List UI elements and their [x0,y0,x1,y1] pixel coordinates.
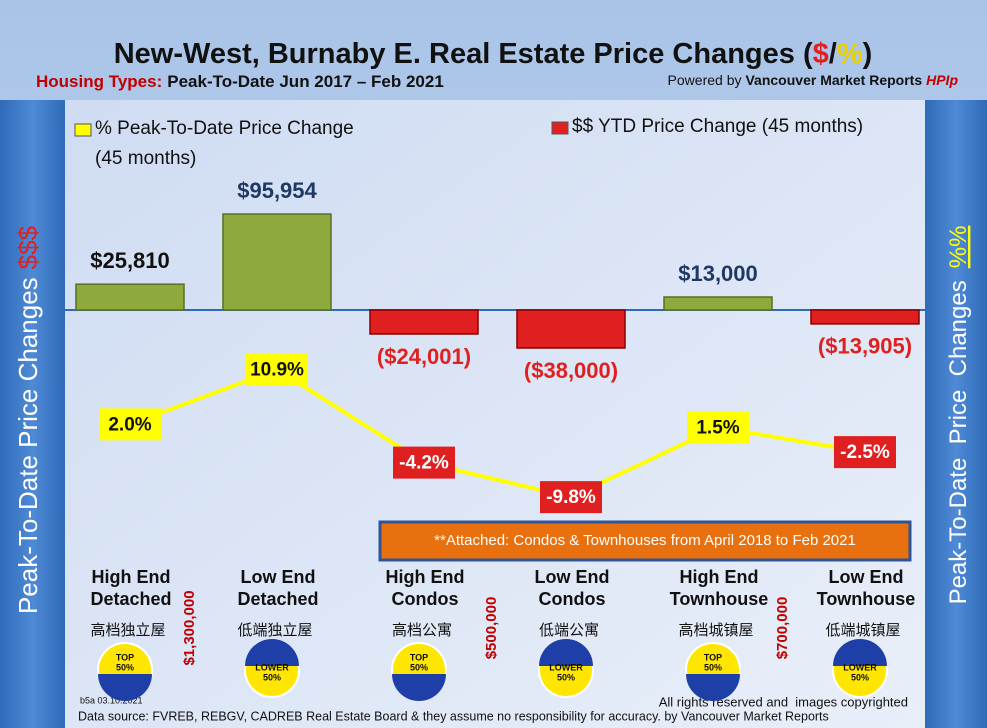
legend-item: % Peak-To-Date Price Change (45 months) [95,118,354,169]
price-threshold: $500,000 [483,597,500,660]
badge-text: LOWER [255,662,289,672]
chinese-label: 高档城镇屋 [678,622,753,639]
chinese-label: 低端独立屋 [237,622,312,639]
plot-area [65,100,925,728]
badge-text: 50% [263,672,281,682]
line-value-label: -4.2% [399,453,449,474]
badge-text: 50% [851,672,869,682]
badge-band [98,674,152,701]
legend-swatch [551,121,569,135]
version: b5a 03.10.2021 [80,695,143,705]
line-value-label: -2.5% [840,442,890,463]
bar [810,309,920,325]
badge-text: TOP [116,652,134,662]
right-axis-label: Peak-To-Date Price Changes%% [945,226,972,605]
bar [222,213,332,311]
chinese-label: 高档公寓 [392,621,452,639]
note: **Attached: Condos & Townhouses from Apr… [434,532,856,549]
badge-text: LOWER [549,662,583,672]
x-tick-label: Condos [392,589,459,609]
legend-item: $$ YTD Price Change (45 months) [572,116,864,137]
right-panel [925,100,987,728]
price-threshold: $700,000 [774,597,791,660]
legend-label: % Peak-To-Date Price Change (45 months) [95,118,354,169]
x-tick-label: Townhouse [817,589,916,609]
legend-swatch [74,123,92,137]
line-label-box [393,446,455,479]
badge-band [539,639,593,666]
x-tick-label: High End [386,567,465,587]
subtitle: Housing Types: Peak-To-Date Jun 2017 – Fe… [36,72,444,91]
price-threshold: $1,300,000 [181,590,198,665]
x-tick-label: Low End [241,567,316,587]
badge-text: 50% [410,662,428,672]
line-value-label: 1.5% [696,417,739,438]
bar-value-label: ($24,001) [377,344,471,369]
x-tick-label: Low End [829,567,904,587]
left-panel [0,100,65,728]
bar [516,309,626,349]
bar [663,296,773,311]
line-value-label: 2.0% [108,414,151,435]
badge-text: TOP [704,652,722,662]
badge-text: 50% [704,662,722,672]
badge-text: 50% [557,672,575,682]
note-box [378,520,912,562]
x-tick-label: Detached [237,589,318,609]
badge-band [686,674,740,701]
badge-band [833,639,887,666]
line-value-label: 10.9% [250,360,304,381]
badge-text: TOP [410,652,428,662]
line-label-box [687,411,749,444]
x-tick-label: Townhouse [670,589,769,609]
bar [369,309,479,335]
line-label-box [99,408,161,441]
source: Data source: FVREB, REBGV, CADREB Real E… [78,709,829,723]
line-value-label: -9.8% [546,487,596,508]
bar-value-label: $25,810 [90,248,170,273]
bar-value-label: ($38,000) [524,358,618,383]
line-label-box [246,353,308,386]
badge-text: 50% [116,662,134,672]
x-tick-label: Low End [535,567,610,587]
line-label-box [834,436,896,469]
x-tick-label: Condos [539,589,606,609]
bar-value-label: $13,000 [678,261,758,286]
powered-by: Powered by Vancouver Market Reports HPIp [668,72,959,88]
badge-band [392,674,446,701]
x-tick-label: High End [680,567,759,587]
x-tick-label: High End [92,567,171,587]
left-axis-label: Peak-To-Date Price Changes$$$ [13,225,43,614]
chinese-label: 低端城镇屋 [825,622,900,639]
badge-band [245,639,299,666]
bar [75,283,185,311]
legend-label: $$ YTD Price Change (45 months) [572,116,864,137]
chart-title: New-West, Burnaby E. Real Estate Price C… [114,38,873,70]
line-label-box [540,481,602,514]
x-tick-label: Detached [90,589,171,609]
badge-text: LOWER [843,662,877,672]
bar-value-label: ($13,905) [818,334,912,359]
chinese-label: 低端公寓 [539,621,599,639]
copyright: All rights reserved and images copyright… [659,694,908,709]
chinese-label: 高档独立屋 [90,622,165,639]
bar-value-label: $95,954 [237,178,317,203]
